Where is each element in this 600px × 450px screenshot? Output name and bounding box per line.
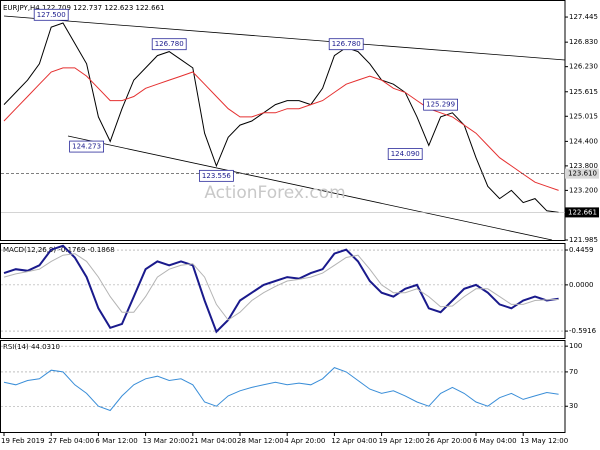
y-tick-label: 126.830 [569,38,598,46]
annotation-box [198,169,234,182]
x-tick-label: 13 May 12:00 [520,437,568,445]
price-panel [0,0,566,241]
x-tick-label: 19 Apr 12:00 [379,437,425,445]
channel-upper [3,15,566,61]
annotation-box [69,140,104,153]
y-tick-label: 127.445 [569,13,598,21]
annotation-box [33,8,69,21]
level-label: 123.610 [568,170,597,178]
y-tick-label: 100 [569,342,582,350]
y-tick-label: 125.615 [569,88,598,96]
series-line [3,22,559,213]
x-tick-label: 19 Feb 2019 [1,437,45,445]
y-tick-label: 124.400 [569,137,598,145]
y-tick-label: 0.4459 [569,246,594,254]
annotation-box [387,148,423,160]
x-tick-label: 21 Mar 04:00 [190,437,237,445]
rsi-title: RSI(14) 44.0310 [3,343,60,351]
annotation-label: 124.273 [72,143,101,151]
annotation-box [328,38,364,51]
x-tick-label: 6 Mar 12:00 [95,437,137,445]
x-tick-label: 26 Apr 20:00 [426,437,472,445]
annotation-box [423,98,459,111]
annotation-label: 127.500 [37,11,66,19]
watermark: ActionForex.com [204,183,345,203]
x-tick-label: 27 Feb 04:00 [48,437,94,445]
level-label-box [565,168,599,179]
annotation-label: 125.299 [426,101,455,109]
y-tick-label: 30 [569,402,578,410]
annotation-box [151,38,187,51]
annotation-label: 126.780 [332,40,361,48]
y-tick-label: 70 [569,368,578,376]
series-line [3,367,559,412]
rsi-panel [0,340,566,433]
x-tick-label: 13 Mar 20:00 [143,437,190,445]
series-line [3,244,559,334]
x-tick-label: 12 Apr 04:00 [331,437,377,445]
y-tick-label: 126.230 [569,63,598,71]
last-price-box [565,207,599,218]
last-price-label: 122.661 [568,208,597,216]
annotation-label: 124.090 [391,150,420,158]
channel-lower [67,135,553,241]
x-tick-label: 6 May 04:00 [473,437,517,445]
macd-panel [0,243,566,339]
x-tick-label: 28 Mar 12:00 [237,437,284,445]
series-line [3,67,559,191]
price-title: EURJPY,H4 122.709 122.737 122.623 122.66… [3,4,164,12]
y-tick-label: 0.0000 [569,281,594,289]
series-line [3,253,559,321]
y-tick-label: 121.985 [569,236,598,244]
annotation-label: 126.780 [155,40,184,48]
annotation-label: 123.556 [202,172,231,180]
y-tick-label: 125.015 [569,112,598,120]
y-tick-label: -0.5916 [569,327,597,335]
x-tick-label: 4 Apr 20:00 [284,437,325,445]
y-tick-label: 123.800 [569,162,598,170]
y-tick-label: 123.200 [569,186,598,194]
